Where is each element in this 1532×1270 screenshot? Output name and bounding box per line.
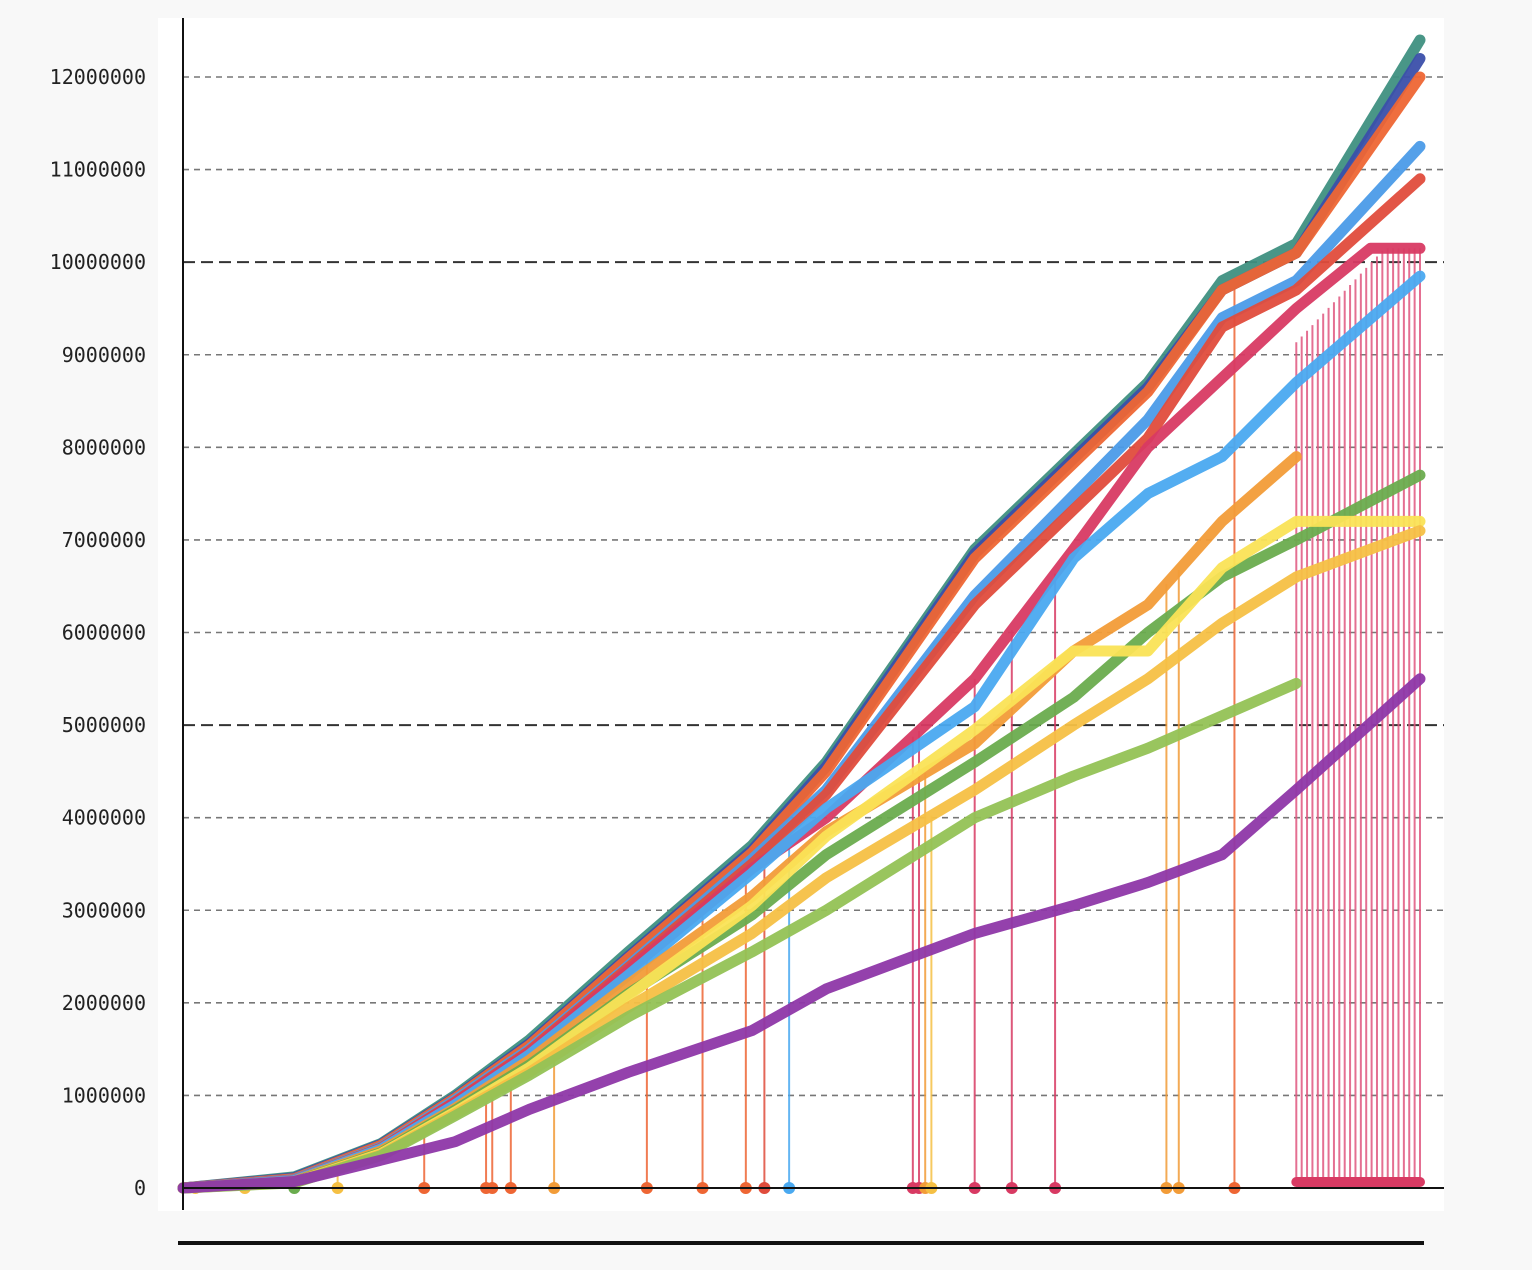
y-tick-label: 10000000 xyxy=(50,250,146,274)
y-tick-label: 6000000 xyxy=(62,621,146,645)
y-tick-labels: 0 1000000 2000000 3000000 4000000 5000000 6000… xyxy=(50,65,146,1200)
y-tick-label: 4000000 xyxy=(62,806,146,830)
plot-panel xyxy=(158,18,1444,1211)
y-tick-label: 2000000 xyxy=(62,991,146,1015)
y-tick-label: 0 xyxy=(134,1176,146,1200)
y-tick-label: 3000000 xyxy=(62,898,146,922)
y-tick-label: 11000000 xyxy=(50,158,146,182)
series-line xyxy=(177,673,1426,1194)
series-lines xyxy=(177,34,1426,1194)
y-tick-label: 8000000 xyxy=(62,435,146,459)
y-tick-label: 7000000 xyxy=(62,528,146,552)
y-tick-label: 1000000 xyxy=(62,1083,146,1107)
y-tick-label: 9000000 xyxy=(62,343,146,367)
y-tick-label: 12000000 xyxy=(50,65,146,89)
y-tick-label: 5000000 xyxy=(62,713,146,737)
